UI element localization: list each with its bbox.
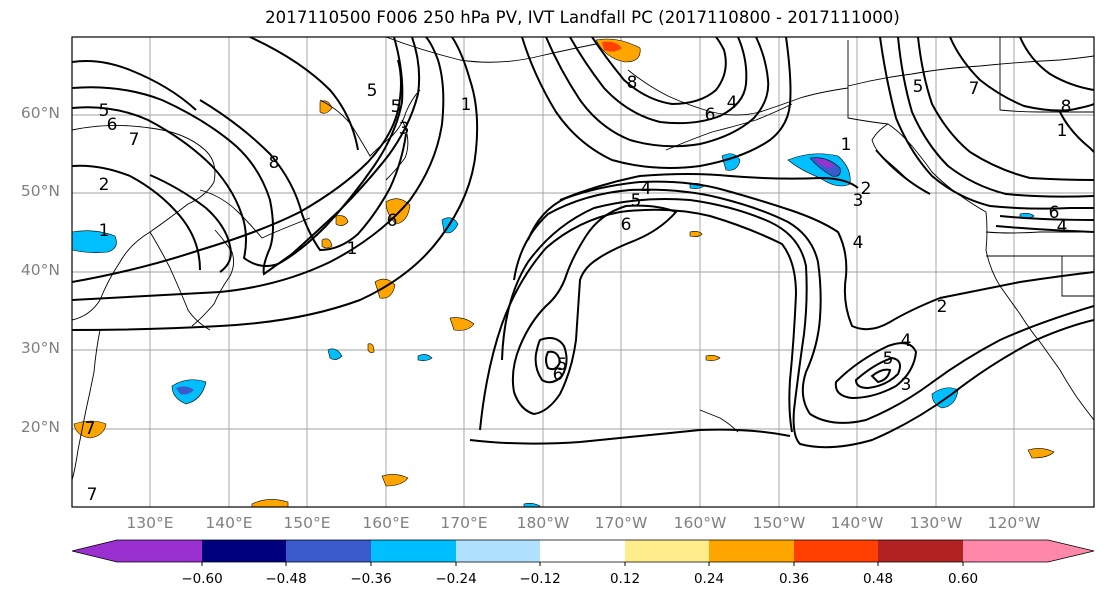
- pv-contours: [72, 37, 1094, 449]
- lon-label-170w: 170°W: [594, 514, 648, 532]
- contour-label: 4: [853, 233, 864, 253]
- contour-label: 5: [557, 355, 568, 375]
- colorbar-tick-label: −0.60: [181, 571, 223, 587]
- contour-label: 5: [391, 97, 402, 117]
- colorbar-tick-label: −0.36: [350, 571, 392, 587]
- lon-label-130w: 130°W: [909, 514, 963, 532]
- contour-label: 5: [631, 191, 642, 211]
- contour-label: 5: [99, 101, 110, 121]
- colorbar-segment: [963, 540, 1048, 562]
- colorbar-extend-min: [72, 540, 117, 562]
- contour-label: 3: [853, 191, 864, 211]
- contour-label: 1: [99, 221, 110, 241]
- contour-label: 1: [347, 239, 358, 259]
- contour-label: 1: [461, 95, 472, 115]
- contour-label: 7: [969, 79, 980, 99]
- colorbar-segment: [371, 540, 456, 562]
- contour-label: 5: [367, 81, 378, 101]
- lon-label-150w: 150°W: [752, 514, 806, 532]
- colorbar-segment: [456, 540, 540, 562]
- contour-label: 7: [129, 130, 140, 150]
- lon-label-180w: 180°W: [516, 514, 570, 532]
- contour-label: 5: [883, 349, 894, 369]
- lat-label-20n: 20°N: [20, 418, 60, 436]
- map-title: 2017110500 F006 250 hPa PV, IVT Landfall…: [265, 8, 900, 27]
- lon-label-140e: 140°E: [205, 514, 253, 532]
- contour-label: 7: [85, 419, 96, 439]
- contour-label: 5: [913, 77, 924, 97]
- contour-label: 2: [861, 179, 872, 199]
- contour-label: 4: [1057, 217, 1068, 237]
- contour-label: 3: [399, 119, 410, 139]
- lat-label-60n: 60°N: [20, 104, 60, 122]
- colorbar-outline: [71, 539, 1095, 563]
- colorbar-segment: [625, 540, 709, 562]
- colorbar-tick-label: 0.24: [693, 571, 725, 587]
- contour-label: 1: [1057, 121, 1068, 141]
- contour-label: 4: [901, 331, 912, 351]
- contour-label: 8: [1061, 97, 1072, 117]
- coastlines: [72, 37, 1094, 481]
- contour-label: 6: [387, 211, 398, 231]
- colorbar: [71, 539, 1095, 566]
- contour-label: 6: [1049, 203, 1060, 223]
- lon-label-130e: 130°E: [126, 514, 174, 532]
- contour-label: 4: [641, 179, 652, 199]
- contour-label: 6: [621, 215, 632, 235]
- contour-label: 4: [727, 93, 738, 113]
- colorbar-segment: [709, 540, 794, 562]
- colorbar-tick-label: −0.48: [265, 571, 307, 587]
- colorbar-tick-label: 0.12: [609, 571, 641, 587]
- colorbar-tick-label: −0.12: [519, 571, 561, 587]
- contour-labels: 5 6 7 2 1 8 5 5 3 1 1 6 8 6 4 1 2 3 4 5 …: [85, 73, 1072, 505]
- lon-label-160w: 160°W: [673, 514, 727, 532]
- colorbar-tick-label: 0.48: [862, 571, 894, 587]
- colorbar-tick-label: 0.36: [778, 571, 810, 587]
- contour-label: 2: [99, 175, 110, 195]
- colorbar-tick-label: −0.24: [435, 571, 477, 587]
- lon-label-120w: 120°W: [987, 514, 1041, 532]
- colorbar-extend-max: [1048, 540, 1094, 562]
- colorbar-segment: [286, 540, 371, 562]
- colorbar-segment: [878, 540, 963, 562]
- colorbar-segment: [117, 540, 202, 562]
- lat-label-50n: 50°N: [20, 182, 60, 200]
- contour-label: 2: [937, 297, 948, 317]
- contour-label: 3: [901, 375, 912, 395]
- graticule: [72, 37, 1094, 507]
- contour-label: 6: [107, 115, 118, 135]
- lon-label-150e: 150°E: [283, 514, 331, 532]
- map-frame: [71, 36, 1095, 508]
- colorbar-tick-label: 0.60: [947, 571, 979, 587]
- colorbar-segment: [202, 540, 286, 562]
- lat-label-30n: 30°N: [20, 339, 60, 357]
- contour-label: 7: [87, 485, 98, 505]
- lon-label-140w: 140°W: [830, 514, 884, 532]
- contour-label: 1: [841, 135, 852, 155]
- contour-label: 6: [705, 105, 716, 125]
- contour-label: 8: [627, 73, 638, 93]
- lat-label-40n: 40°N: [20, 261, 60, 279]
- colorbar-segment: [794, 540, 878, 562]
- colorbar-segment: [540, 540, 625, 562]
- contour-label: 6: [553, 365, 564, 385]
- lon-label-170e: 170°E: [440, 514, 488, 532]
- contour-label: 8: [269, 153, 280, 173]
- lon-label-160e: 160°E: [362, 514, 410, 532]
